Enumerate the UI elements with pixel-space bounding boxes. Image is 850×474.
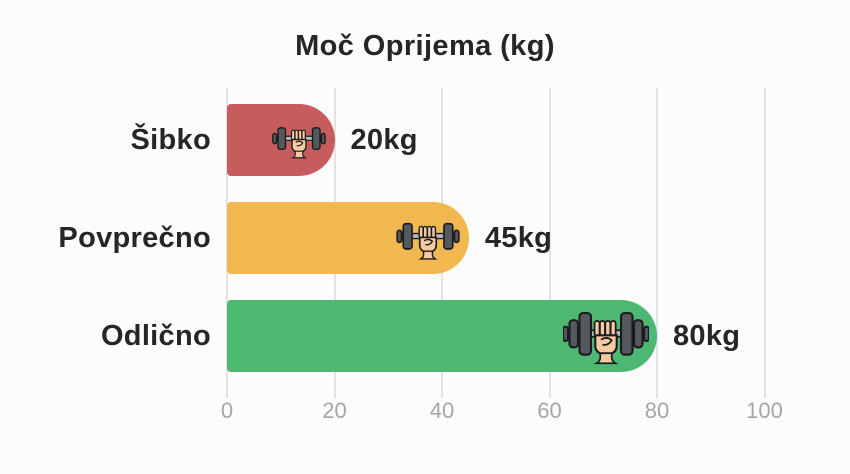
bar bbox=[227, 300, 657, 372]
value-label: 45kg bbox=[484, 221, 553, 254]
category-label: Povprečno bbox=[58, 221, 211, 254]
x-tick-label: 100 bbox=[746, 398, 783, 423]
x-tick-label: 80 bbox=[644, 398, 670, 423]
bar bbox=[227, 202, 469, 274]
bar bbox=[227, 104, 335, 176]
value-label: 20kg bbox=[350, 123, 418, 156]
bar-row: Odlično 80kg bbox=[0, 300, 850, 372]
dumbbell-fist-icon bbox=[395, 211, 461, 266]
gridline bbox=[548, 88, 551, 398]
gridline bbox=[656, 88, 658, 398]
x-tick-label: 40 bbox=[429, 398, 455, 423]
bar-row: Šibko 20kg bbox=[0, 104, 850, 176]
category-label: Odlično bbox=[100, 319, 211, 352]
x-tick-label: 60 bbox=[537, 398, 562, 423]
bar-row: Povprečno 45kg bbox=[0, 202, 850, 274]
x-tick-label: 20 bbox=[322, 398, 347, 423]
chart-title: Moč Oprijema (kg) bbox=[295, 30, 555, 62]
dumbbell-fist-icon bbox=[271, 117, 327, 164]
dumbbell-fist-icon bbox=[563, 300, 649, 372]
value-label: 80kg bbox=[673, 319, 741, 352]
category-label: Šibko bbox=[130, 123, 211, 156]
gridline bbox=[763, 88, 766, 398]
x-tick-label: 0 bbox=[220, 398, 234, 423]
